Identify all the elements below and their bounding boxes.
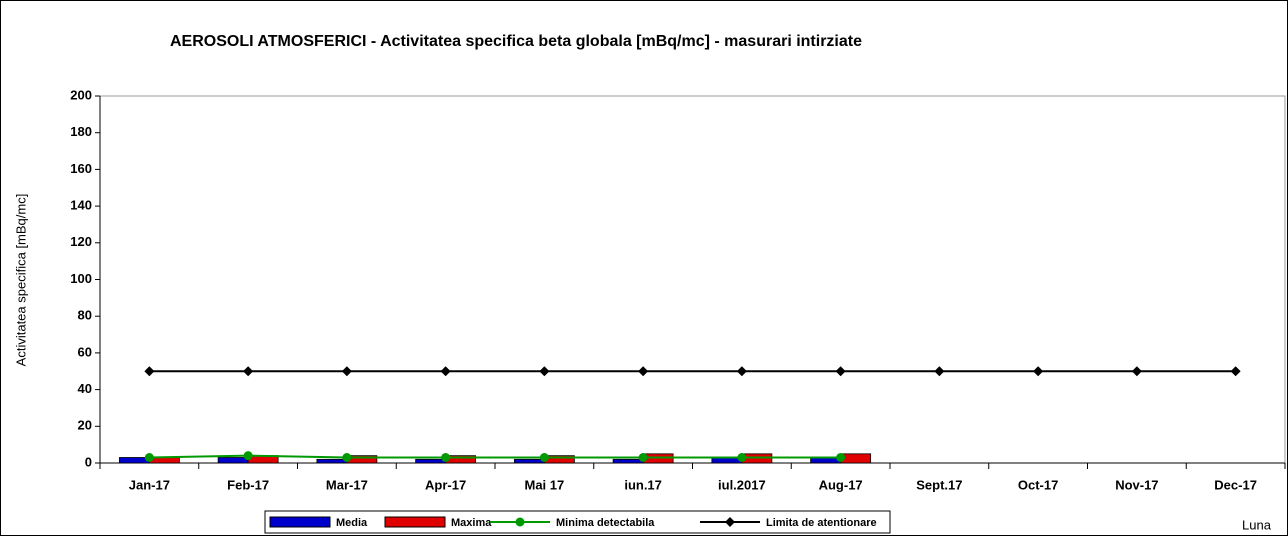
legend-label: Maxima — [451, 517, 492, 529]
marker — [934, 366, 945, 377]
x-tick-label: Jan-17 — [129, 477, 170, 492]
marker — [243, 366, 254, 377]
bar — [415, 458, 447, 464]
marker — [144, 452, 154, 462]
marker — [1131, 366, 1142, 377]
y-tick-label: 200 — [70, 87, 92, 102]
marker — [144, 366, 155, 377]
x-tick-label: Sept.17 — [916, 477, 962, 492]
legend-marker — [725, 517, 735, 527]
y-tick-label: 80 — [78, 308, 92, 323]
marker — [638, 452, 648, 462]
y-tick-label: 120 — [70, 234, 92, 249]
line — [149, 454, 841, 459]
marker — [243, 451, 253, 461]
chart-title: AEROSOLI ATMOSFERICI - Activitatea speci… — [170, 33, 862, 50]
x-tick-label: Aug-17 — [819, 477, 863, 492]
x-tick-label: Nov-17 — [1115, 477, 1158, 492]
bar — [513, 458, 545, 464]
legend-label: Limita de atentionare — [766, 517, 877, 529]
bar — [840, 453, 872, 464]
y-tick-label: 0 — [85, 454, 92, 469]
legend-label: Minima detectabila — [556, 517, 655, 529]
x-tick-label: Dec-17 — [1214, 477, 1257, 492]
marker — [736, 366, 747, 377]
x-tick-label: Feb-17 — [227, 477, 269, 492]
x-axis-label: Luna — [1242, 517, 1272, 532]
y-tick-label: 60 — [78, 344, 92, 359]
x-tick-label: iul.2017 — [718, 477, 766, 492]
marker — [539, 452, 549, 462]
bar — [612, 458, 644, 464]
y-axis-label: Activitatea specifica [mBq/mc] — [13, 194, 28, 367]
bar — [118, 457, 150, 464]
y-tick-label: 160 — [70, 161, 92, 176]
y-tick-label: 20 — [78, 418, 92, 433]
marker — [341, 366, 352, 377]
marker — [342, 452, 352, 462]
bar — [217, 457, 249, 464]
x-tick-label: Apr-17 — [425, 477, 466, 492]
x-tick-label: Mai 17 — [525, 477, 565, 492]
x-tick-label: iun.17 — [624, 477, 662, 492]
legend-label: Media — [336, 517, 368, 529]
y-tick-label: 140 — [70, 198, 92, 213]
marker — [441, 452, 451, 462]
marker — [440, 366, 451, 377]
y-tick-label: 100 — [70, 271, 92, 286]
marker — [1230, 366, 1241, 377]
legend-marker — [515, 517, 525, 527]
bar — [316, 458, 348, 464]
marker — [539, 366, 550, 377]
legend-swatch — [384, 516, 446, 528]
legend-swatch — [269, 516, 331, 528]
x-tick-label: Mar-17 — [326, 477, 368, 492]
marker — [1033, 366, 1044, 377]
x-tick-label: Oct-17 — [1018, 477, 1058, 492]
marker — [638, 366, 649, 377]
marker — [836, 452, 846, 462]
marker — [737, 452, 747, 462]
marker — [835, 366, 846, 377]
y-tick-label: 180 — [70, 124, 92, 139]
y-tick-label: 40 — [78, 381, 92, 396]
